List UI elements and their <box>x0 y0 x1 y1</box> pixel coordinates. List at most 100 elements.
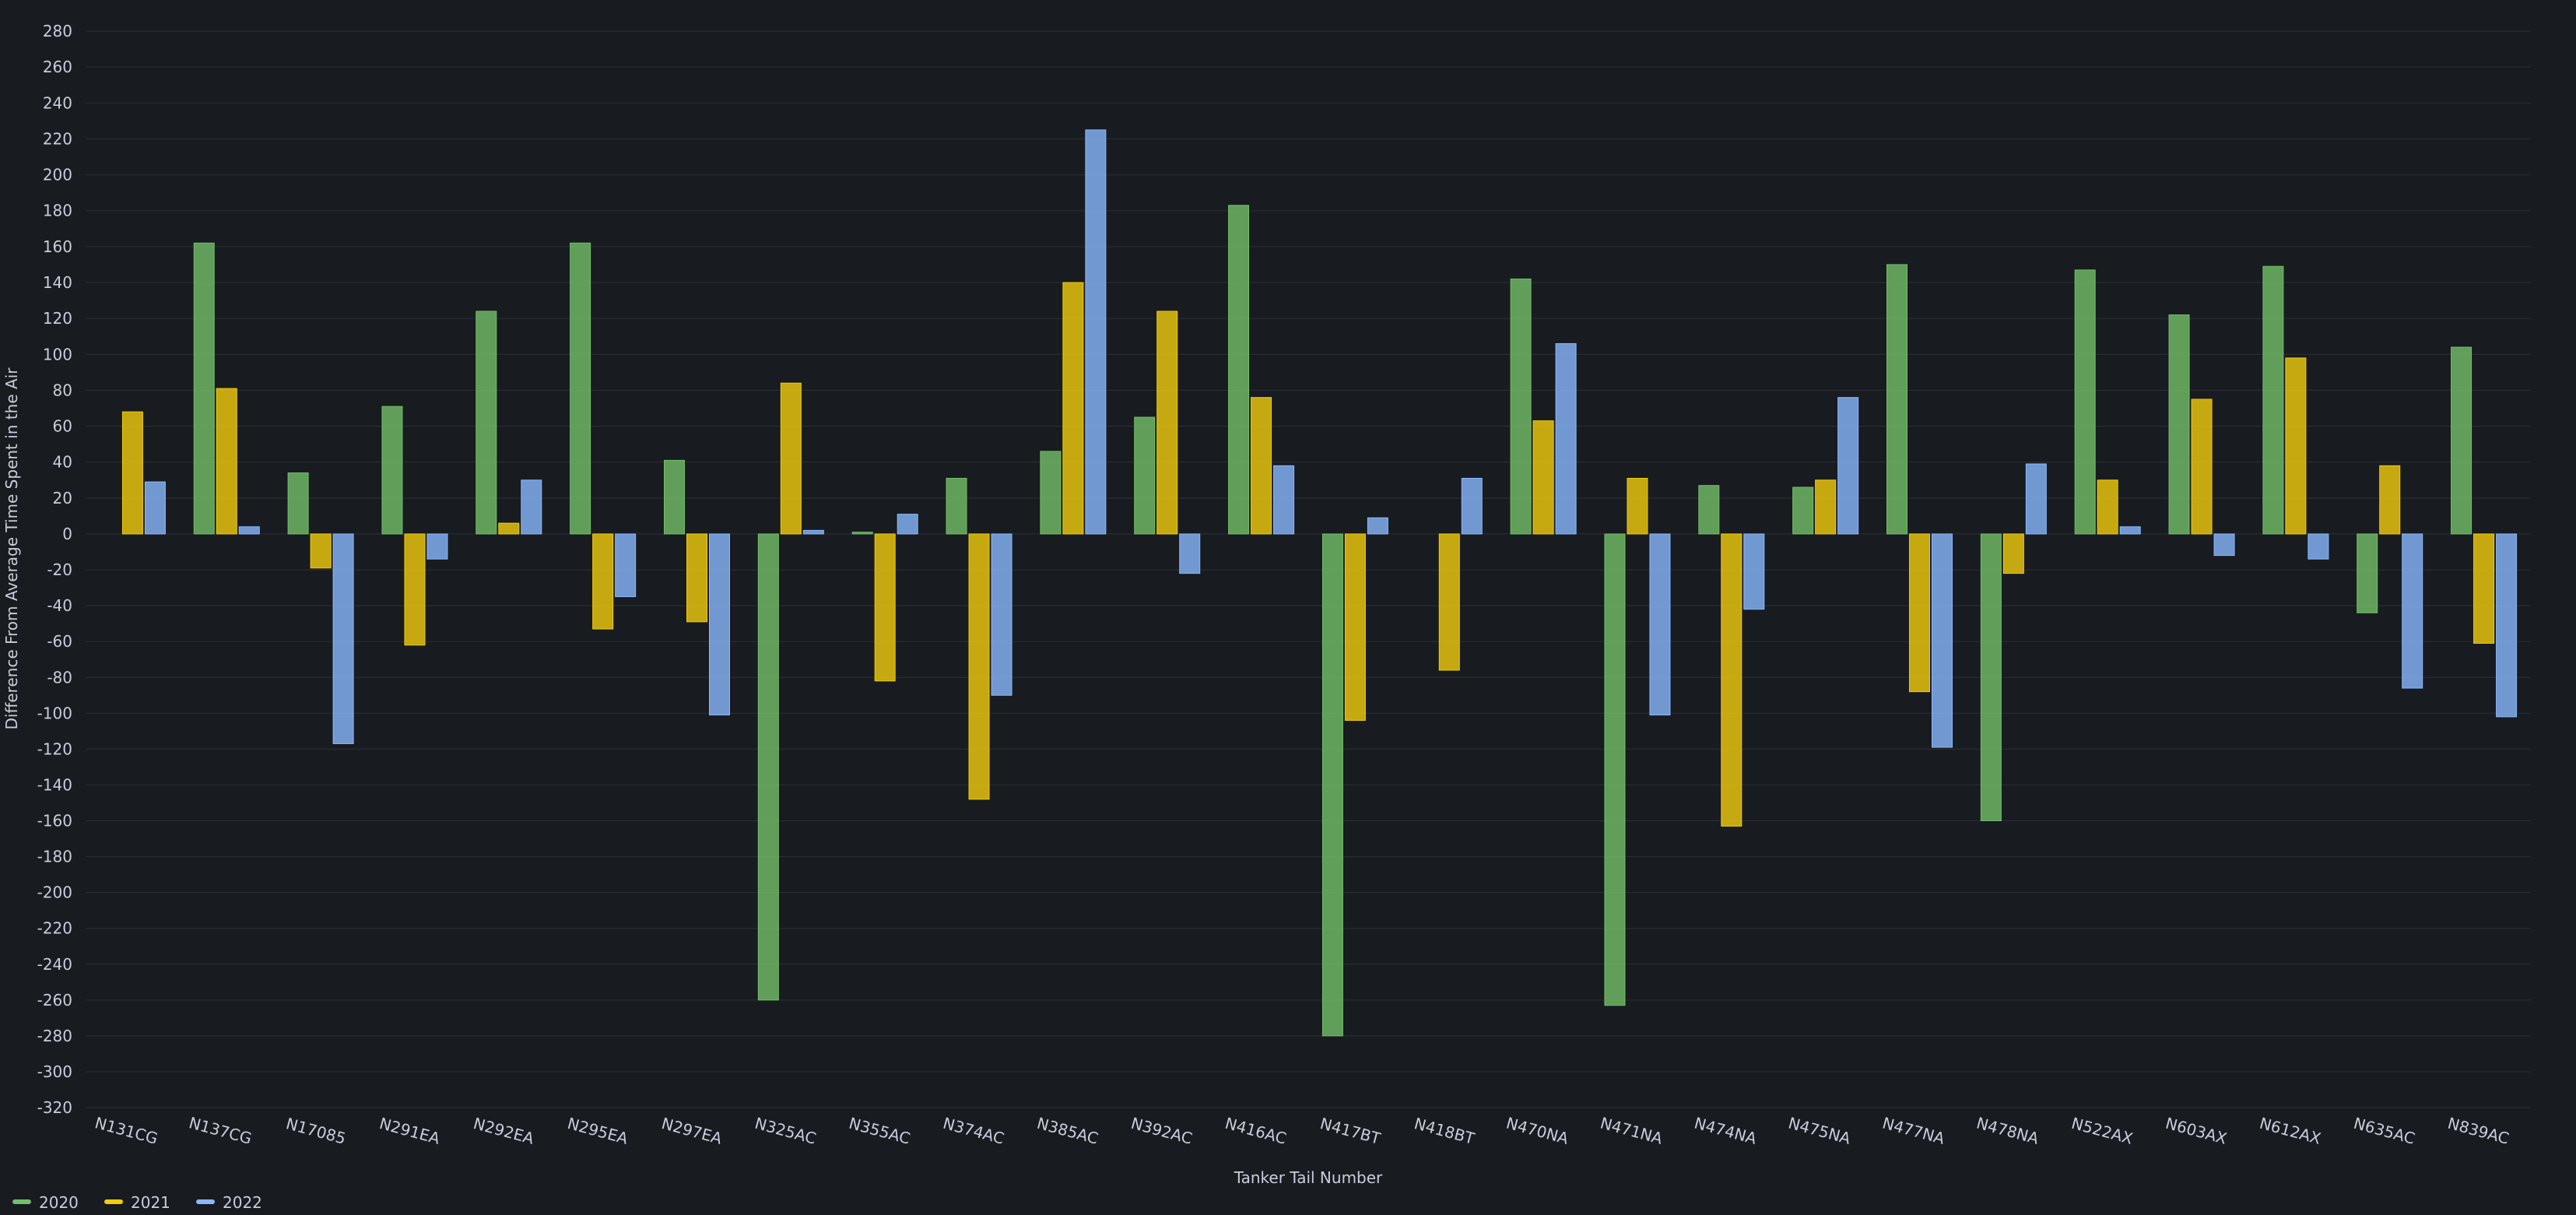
bar-2022-N17085[interactable] <box>332 533 354 744</box>
bar-2020-N417BT[interactable] <box>1321 533 1343 1037</box>
bar-2021-N612AX[interactable] <box>2285 357 2307 535</box>
x-tick-label: N392AC <box>1129 1114 1195 1148</box>
bar-2021-N635AC[interactable] <box>2379 465 2401 535</box>
bar-2020-N475NA[interactable] <box>1792 486 1814 535</box>
bar-2022-N471NA[interactable] <box>1649 533 1671 716</box>
bar-2020-N17085[interactable] <box>287 472 309 535</box>
bar-2020-N839AC[interactable] <box>2451 346 2472 535</box>
x-tick-label: N522AX <box>2069 1114 2135 1148</box>
bar-2020-N374AC[interactable] <box>946 477 967 535</box>
bar-2022-N131CG[interactable] <box>144 481 166 535</box>
bar-2022-N297EA[interactable] <box>709 533 730 716</box>
y-tick-label: -100 <box>37 704 72 722</box>
bar-2022-N474NA[interactable] <box>1743 533 1765 610</box>
bar-2020-N355AC[interactable] <box>851 532 873 535</box>
x-tick-label: N417BT <box>1318 1114 1383 1148</box>
bar-2020-N291EA[interactable] <box>381 406 403 535</box>
bar-2021-N297EA[interactable] <box>686 533 707 623</box>
bar-2022-N417BT[interactable] <box>1367 517 1388 535</box>
x-tick-label: N475NA <box>1786 1113 1853 1147</box>
bar-2020-N522AX[interactable] <box>2074 269 2096 535</box>
x-tick-label: N385AC <box>1035 1114 1100 1148</box>
legend-item-2021[interactable]: 2021 <box>104 1193 170 1212</box>
bar-2021-N603AX[interactable] <box>2191 399 2213 535</box>
bar-2021-N416AC[interactable] <box>1251 397 1272 535</box>
bar-2022-N470NA[interactable] <box>1555 342 1577 535</box>
bar-2021-N522AX[interactable] <box>2097 479 2118 535</box>
bar-2021-N478NA[interactable] <box>2002 533 2024 574</box>
y-tick-label: -300 <box>37 1062 72 1081</box>
x-tick-label: N603AX <box>2164 1114 2229 1148</box>
bar-2022-N418BT[interactable] <box>1461 477 1483 535</box>
bar-2020-N478NA[interactable] <box>1980 533 2002 821</box>
bar-2022-N522AX[interactable] <box>2119 526 2141 535</box>
bar-2021-N477NA[interactable] <box>1909 533 1930 693</box>
bar-2022-N392AC[interactable] <box>1179 533 1201 574</box>
bar-2021-N418BT[interactable] <box>1438 533 1460 671</box>
bar-2021-N291EA[interactable] <box>404 533 426 646</box>
y-tick-label: 220 <box>43 129 72 148</box>
legend-item-2020[interactable]: 2020 <box>12 1193 79 1212</box>
legend-item-2022[interactable]: 2022 <box>196 1193 262 1212</box>
bar-2022-N478NA[interactable] <box>2025 463 2047 535</box>
y-tick-label: 40 <box>53 453 72 472</box>
bar-2022-N137CG[interactable] <box>238 526 260 535</box>
bar-2022-N603AX[interactable] <box>2213 533 2235 557</box>
bar-2021-N295EA[interactable] <box>592 533 614 630</box>
y-tick-label: 160 <box>43 237 72 256</box>
bar-2020-N612AX[interactable] <box>2262 265 2284 535</box>
bar-2021-N131CG[interactable] <box>121 411 143 535</box>
bar-2020-N635AC[interactable] <box>2357 533 2378 613</box>
bar-2022-N291EA[interactable] <box>426 533 448 560</box>
bar-2020-N137CG[interactable] <box>193 242 215 535</box>
grid-lines <box>86 30 2531 1108</box>
legend[interactable]: 2020 2021 2022 <box>12 1193 262 1212</box>
bar-2020-N292EA[interactable] <box>476 311 497 535</box>
bar-2020-N385AC[interactable] <box>1040 451 1062 535</box>
y-tick-label: 60 <box>53 417 72 436</box>
bar-2022-N839AC[interactable] <box>2496 533 2518 718</box>
bar-2021-N325AC[interactable] <box>780 382 802 535</box>
bar-2021-N292EA[interactable] <box>498 522 520 535</box>
bar-2020-N474NA[interactable] <box>1698 485 1720 535</box>
bar-2021-N355AC[interactable] <box>874 533 896 682</box>
bar-2022-N325AC[interactable] <box>802 529 824 535</box>
bar-2021-N839AC[interactable] <box>2473 533 2495 644</box>
y-tick-label: -20 <box>47 560 72 579</box>
bar-2021-N417BT[interactable] <box>1344 533 1366 722</box>
bar-2022-N385AC[interactable] <box>1085 129 1107 535</box>
bar-2020-N477NA[interactable] <box>1886 264 1907 535</box>
bar-2021-N385AC[interactable] <box>1062 282 1084 535</box>
bar-2022-N292EA[interactable] <box>521 479 542 535</box>
bar-2022-N295EA[interactable] <box>615 533 637 598</box>
bar-2020-N295EA[interactable] <box>570 242 591 535</box>
bar-2022-N612AX[interactable] <box>2308 533 2329 560</box>
bar-2022-N374AC[interactable] <box>991 533 1013 696</box>
x-tick-label: N635AC <box>2352 1114 2417 1148</box>
bar-2021-N374AC[interactable] <box>968 533 990 800</box>
x-tick-label: N17085 <box>284 1114 348 1148</box>
x-tick-label: N418BT <box>1413 1114 1477 1148</box>
bar-2021-N17085[interactable] <box>310 533 332 569</box>
bar-2021-N137CG[interactable] <box>216 388 237 535</box>
bar-2020-N603AX[interactable] <box>2168 314 2190 535</box>
bar-2021-N474NA[interactable] <box>1721 533 1742 827</box>
bar-2020-N471NA[interactable] <box>1604 533 1626 1006</box>
bar-2022-N635AC[interactable] <box>2402 533 2423 689</box>
bar-2022-N416AC[interactable] <box>1273 465 1295 535</box>
x-tick-label: N374AC <box>941 1114 1006 1148</box>
bar-2022-N475NA[interactable] <box>1837 397 1859 535</box>
y-tick-label: -60 <box>47 632 72 651</box>
bar-2020-N416AC[interactable] <box>1228 205 1250 535</box>
bar-2020-N297EA[interactable] <box>664 459 685 535</box>
bar-2021-N471NA[interactable] <box>1627 477 1648 535</box>
bar-2020-N470NA[interactable] <box>1510 278 1532 535</box>
bar-2022-N477NA[interactable] <box>1932 533 1953 748</box>
bar-2021-N470NA[interactable] <box>1532 420 1554 535</box>
bar-2020-N392AC[interactable] <box>1134 416 1156 535</box>
bar-2021-N392AC[interactable] <box>1156 311 1178 535</box>
bar-2020-N325AC[interactable] <box>757 533 779 1001</box>
y-tick-label: -80 <box>47 668 72 687</box>
bar-2021-N475NA[interactable] <box>1815 479 1837 535</box>
bar-2022-N355AC[interactable] <box>897 514 918 535</box>
